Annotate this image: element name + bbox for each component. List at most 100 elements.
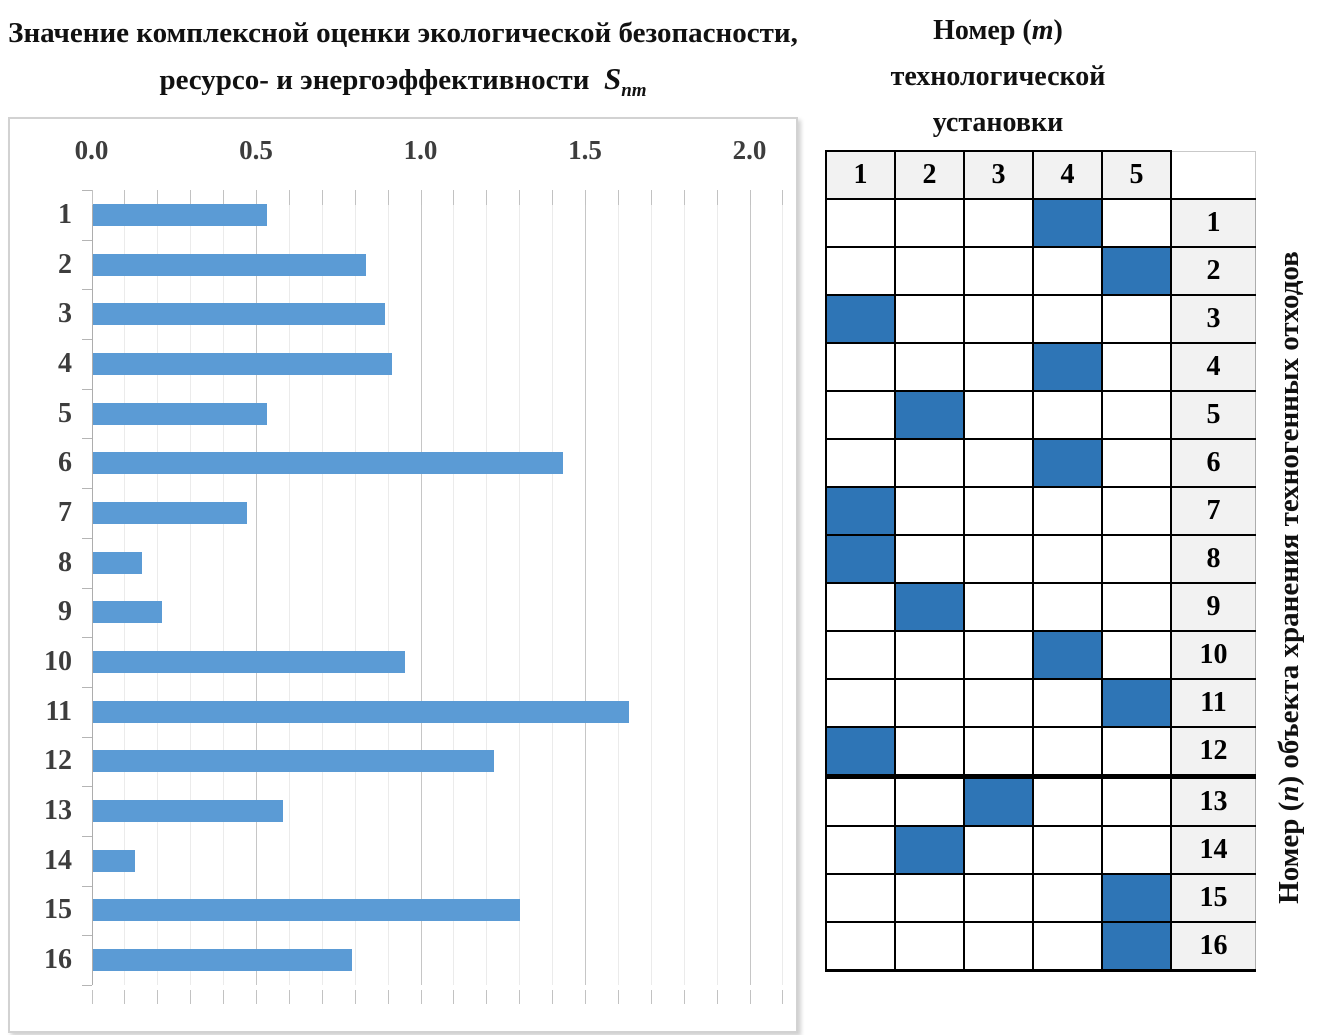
x-tick-mark-top	[420, 190, 422, 205]
matrix-cell	[894, 873, 965, 923]
assignment-matrix-table: 1 2 3 4 5 1 2 3 4 5 6 7 8 9 10 11 12 13 14 15 16	[825, 150, 1256, 972]
category-label: 15	[44, 894, 72, 926]
matrix-cell	[963, 921, 1034, 972]
matrix-cell-filled	[894, 390, 965, 440]
matrix-cell	[825, 342, 896, 392]
matrix-cell	[1032, 921, 1103, 972]
matrix-cell-filled	[894, 825, 965, 875]
matrix-cell	[1101, 726, 1172, 778]
matrix-cell	[894, 921, 965, 972]
x-gridline	[321, 190, 323, 985]
category-label: 2	[58, 248, 72, 280]
row-number-cell: 4	[1170, 342, 1256, 392]
bar-category-16	[92, 949, 353, 972]
matrix-row: 2	[825, 246, 1256, 296]
matrix-cell	[963, 486, 1034, 536]
x-gridline	[157, 190, 159, 985]
matrix-cell-filled	[825, 726, 896, 778]
x-gridline	[453, 190, 455, 985]
y-axis-tick-mark	[82, 637, 92, 639]
x-tick-mark-bottom	[552, 990, 554, 1004]
category-label: 7	[58, 496, 72, 528]
y-axis-tick-mark	[82, 537, 92, 539]
bar-category-15	[92, 899, 521, 922]
matrix-cell	[894, 630, 965, 680]
column-header-cell: 4	[1032, 150, 1103, 200]
matrix-cell	[1101, 774, 1172, 827]
matrix-cell	[1101, 486, 1172, 536]
side-label-var-n: n	[1273, 785, 1305, 802]
matrix-cell	[825, 630, 896, 680]
matrix-title-line2: технологической	[890, 61, 1106, 92]
matrix-cell	[894, 534, 965, 584]
row-number-cell: 15	[1170, 873, 1256, 923]
matrix-cell	[825, 438, 896, 488]
x-tick-mark-bottom	[223, 990, 225, 1004]
bar-category-9	[92, 601, 162, 624]
matrix-cell	[825, 825, 896, 875]
matrix-cell-filled	[963, 774, 1034, 827]
y-axis-tick-mark	[82, 985, 92, 986]
x-axis-tick-label: 2.0	[732, 135, 767, 165]
matrix-cell-filled	[825, 486, 896, 536]
matrix-row: 10	[825, 630, 1256, 680]
matrix-cell-filled	[1032, 630, 1103, 680]
matrix-cell	[963, 630, 1034, 680]
matrix-row: 9	[825, 582, 1256, 632]
row-number-cell: 8	[1170, 534, 1256, 584]
matrix-cell	[825, 582, 896, 632]
matrix-cell	[963, 246, 1034, 296]
x-tick-mark-bottom	[519, 990, 521, 1004]
matrix-row: 8	[825, 534, 1256, 584]
matrix-cell	[963, 582, 1034, 632]
bar-category-10	[92, 651, 406, 674]
x-tick-mark-top	[354, 190, 356, 205]
x-tick-mark-top	[585, 190, 586, 205]
matrix-cell-filled	[825, 534, 896, 584]
bar-category-3	[92, 303, 386, 326]
x-tick-mark-bottom	[683, 990, 685, 1004]
matrix-cell-filled	[1101, 873, 1172, 923]
x-tick-mark-bottom	[486, 990, 488, 1004]
y-axis-tick-mark	[82, 587, 92, 589]
row-number-cell: 1	[1170, 198, 1256, 248]
matrix-cell	[894, 774, 965, 827]
matrix-cell	[963, 873, 1034, 923]
matrix-cell-filled	[894, 582, 965, 632]
matrix-cell-filled	[1032, 438, 1103, 488]
y-axis-tick-mark	[82, 388, 92, 390]
x-axis-tick-label: 0.0	[74, 135, 109, 165]
matrix-row: 12	[825, 726, 1256, 778]
x-tick-mark-bottom	[749, 990, 751, 1004]
x-gridline	[288, 190, 290, 985]
matrix-cell-filled	[1032, 342, 1103, 392]
matrix-cell	[1101, 825, 1172, 875]
x-gridline	[782, 190, 784, 985]
matrix-cell	[1032, 390, 1103, 440]
column-header-cell: 5	[1101, 150, 1172, 200]
matrix-row: 7	[825, 486, 1256, 536]
matrix-cell	[1101, 582, 1172, 632]
matrix-cell	[963, 198, 1034, 248]
matrix-cell	[894, 198, 965, 248]
matrix-cell	[963, 438, 1034, 488]
matrix-cell	[1032, 678, 1103, 728]
x-gridline	[354, 190, 356, 985]
matrix-cell	[1101, 198, 1172, 248]
bar-category-7	[92, 501, 248, 524]
bar-category-11	[92, 700, 629, 723]
matrix-cell	[963, 342, 1034, 392]
x-gridline	[223, 190, 225, 985]
x-gridline	[552, 190, 554, 985]
matrix-cell	[825, 198, 896, 248]
matrix-cell	[963, 534, 1034, 584]
row-number-cell: 3	[1170, 294, 1256, 344]
x-tick-mark-bottom	[91, 990, 93, 1004]
x-tick-mark-bottom	[321, 990, 323, 1004]
row-number-cell: 5	[1170, 390, 1256, 440]
matrix-cell	[1101, 534, 1172, 584]
matrix-cell	[825, 246, 896, 296]
x-tick-mark-top	[716, 190, 718, 205]
matrix-cell	[894, 486, 965, 536]
